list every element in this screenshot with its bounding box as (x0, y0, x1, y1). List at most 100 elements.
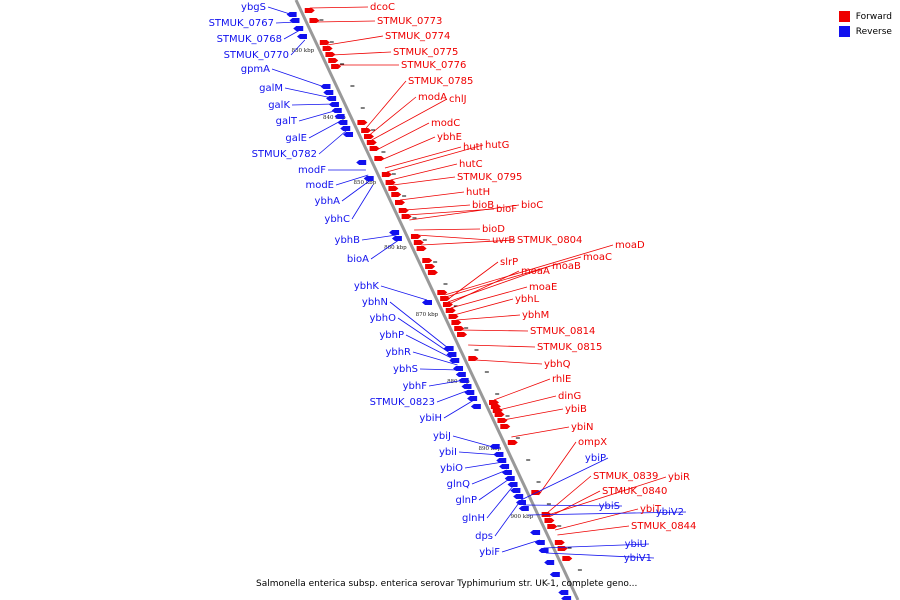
reverse-swatch (838, 26, 850, 37)
label-line-uvrb (416, 234, 491, 241)
gene-label-modf[interactable]: modF (298, 165, 326, 176)
gene-label-stmuk-0768[interactable]: STMUK_0768 (217, 34, 282, 45)
gene-label-moae[interactable]: moaE (529, 282, 557, 293)
gene-label-ybir[interactable]: ybiR (668, 472, 690, 483)
gene-label-ybio[interactable]: ybiO (440, 463, 463, 474)
gene-label-biob[interactable]: bioB (472, 200, 494, 211)
label-line-moac (445, 256, 582, 298)
gene-label-stmuk-0823[interactable]: STMUK_0823 (370, 397, 435, 408)
gene-label-glnp[interactable]: glnP (456, 495, 478, 506)
gene-label-ybho[interactable]: ybhO (370, 313, 397, 324)
forward-gene-feature-24 (425, 264, 436, 269)
gene-label-stmuk-0844[interactable]: STMUK_0844 (631, 521, 696, 532)
gene-label-stmuk-0804[interactable]: STMUK_0804 (517, 235, 582, 246)
reverse-gene-feature-36 (513, 494, 524, 499)
gene-label-huti[interactable]: hutI (463, 142, 483, 153)
gene-label-ybhf[interactable]: ybhF (403, 381, 428, 392)
label-line-ybgs (267, 6, 294, 16)
gene-label-ybha[interactable]: ybhA (315, 196, 341, 207)
reverse-gene-feature-20 (449, 358, 460, 363)
gene-label-glnq[interactable]: glnQ (447, 479, 470, 490)
gene-label-galk[interactable]: galK (268, 100, 290, 111)
reverse-gene-feature-24 (461, 384, 472, 389)
genome-backbone (294, 0, 580, 600)
forward-gene-feature-13 (381, 172, 392, 177)
gene-label-ybhp[interactable]: ybhP (379, 330, 404, 341)
gene-label-stmuk-0815[interactable]: STMUK_0815 (537, 342, 602, 353)
gene-label-gale[interactable]: galE (285, 133, 307, 144)
label-line-ompx (538, 441, 577, 496)
gene-label-ybih[interactable]: ybiH (419, 413, 442, 424)
label-line-biof (407, 208, 495, 216)
gene-label-ybhr[interactable]: ybhR (385, 347, 411, 358)
gene-label-ybhm[interactable]: ybhM (522, 310, 549, 321)
gene-label-biod[interactable]: bioD (482, 224, 505, 235)
gene-label-hutg[interactable]: hutG (485, 140, 509, 151)
gene-label-ding[interactable]: dinG (558, 391, 581, 402)
forward-gene-feature-0 (304, 8, 315, 13)
gene-label-biof[interactable]: bioF (496, 204, 517, 215)
gene-label-stmuk-0814[interactable]: STMUK_0814 (530, 326, 595, 337)
gene-label-moda[interactable]: modA (418, 92, 447, 103)
gene-label-ybij[interactable]: ybiJ (433, 431, 451, 442)
gene-label-hutc[interactable]: hutC (459, 159, 483, 170)
gene-label-ybif[interactable]: ybiF (479, 547, 500, 558)
label-line-ybii (458, 451, 500, 456)
gene-label-huth[interactable]: hutH (466, 187, 490, 198)
gene-label-bioc[interactable]: bioC (521, 200, 543, 211)
gene-label-dps[interactable]: dps (475, 531, 493, 542)
reverse-gene-feature-12 (343, 132, 354, 137)
gene-label-mode[interactable]: modE (305, 180, 334, 191)
gene-label-chlj[interactable]: chlJ (449, 94, 467, 105)
gene-label-moab[interactable]: moaB (552, 261, 581, 272)
gene-label-ybgs[interactable]: ybgS (241, 2, 266, 13)
reverse-gene-feature-44 (558, 590, 569, 595)
gene-label-ybin[interactable]: ybiN (571, 422, 594, 433)
gene-label-ybhk[interactable]: ybhK (354, 281, 380, 292)
gene-label-stmuk-0840[interactable]: STMUK_0840 (602, 486, 667, 497)
label-line-dps (494, 499, 522, 537)
gene-label-stmuk-0785[interactable]: STMUK_0785 (408, 76, 473, 87)
gene-label-ybhq[interactable]: ybhQ (544, 359, 571, 370)
gene-label-galm[interactable]: galM (259, 83, 283, 94)
gene-label-stmuk-0774[interactable]: STMUK_0774 (385, 31, 450, 42)
gene-label-stmuk-0770[interactable]: STMUK_0770 (224, 50, 289, 61)
gene-label-stmuk-0776[interactable]: STMUK_0776 (401, 60, 466, 71)
gene-label-stmuk-0795[interactable]: STMUK_0795 (457, 172, 522, 183)
gene-label-bioa[interactable]: bioA (347, 254, 369, 265)
gene-label-moac[interactable]: moaC (583, 252, 612, 263)
gene-label-ybhe[interactable]: ybhE (437, 132, 462, 143)
gene-label-ybhn[interactable]: ybhN (362, 297, 388, 308)
gene-label-uvrb[interactable]: uvrB (492, 235, 515, 246)
gene-label-ybiv1[interactable]: ybiV1 (624, 553, 652, 564)
gene-label-slrp[interactable]: slrP (500, 257, 518, 268)
label-line-ybhs (419, 368, 460, 371)
gene-label-ybiu[interactable]: ybiU (625, 539, 647, 550)
gene-label-ybiv2[interactable]: ybiV2 (656, 507, 684, 518)
gene-label-glnh[interactable]: glnH (462, 513, 485, 524)
gene-label-galt[interactable]: galT (276, 116, 298, 127)
gene-label-ompx[interactable]: ompX (578, 437, 607, 448)
gene-label-stmuk-0767[interactable]: STMUK_0767 (209, 18, 274, 29)
gene-label-ybit[interactable]: ybiT (640, 504, 662, 515)
gene-label-ybii[interactable]: ybiI (439, 447, 457, 458)
gene-label-ybhc[interactable]: ybhC (324, 214, 350, 225)
gene-label-dcoc[interactable]: dcoC (370, 2, 395, 13)
gene-label-ybhl[interactable]: ybhL (515, 294, 540, 305)
label-line-moda (369, 96, 417, 136)
gene-label-ybhb[interactable]: ybhB (335, 235, 361, 246)
gene-label-rhle[interactable]: rhlE (552, 374, 571, 385)
gene-label-ybib[interactable]: ybiB (565, 404, 587, 415)
gene-label-stmuk-0773[interactable]: STMUK_0773 (377, 16, 442, 27)
gene-label-moad[interactable]: moaD (615, 240, 645, 251)
gene-label-ybhs[interactable]: ybhS (393, 364, 418, 375)
reverse-gene-feature-1 (289, 18, 300, 23)
gene-label-stmuk-0782[interactable]: STMUK_0782 (252, 149, 317, 160)
gene-label-modc[interactable]: modC (431, 118, 460, 129)
gene-label-stmuk-0775[interactable]: STMUK_0775 (393, 47, 458, 58)
gene-label-ybis[interactable]: ybiS (599, 501, 620, 512)
gene-label-moaa[interactable]: moaA (521, 266, 550, 277)
gene-label-gpma[interactable]: gpmA (241, 64, 270, 75)
gene-label-stmuk-0839[interactable]: STMUK_0839 (593, 471, 658, 482)
gene-label-ybip[interactable]: ybiP (585, 453, 606, 464)
